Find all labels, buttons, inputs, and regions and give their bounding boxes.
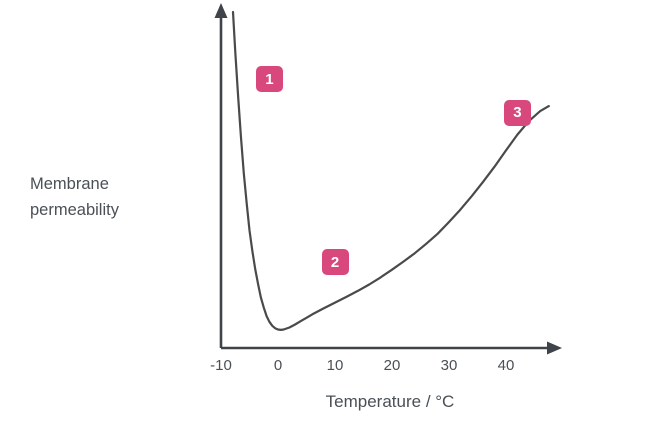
x-tick-label: -10 [210,357,232,374]
x-tick-label: 30 [440,357,458,374]
x-tick-label: 0 [273,357,283,374]
x-tick-label: 20 [383,357,401,374]
annotation-badge-2: 2 [321,249,349,276]
y-axis-label: Membrane permeability [30,175,119,219]
x-tick-label: 10 [326,357,344,374]
x-axis-label: Temperature / °C [325,392,455,411]
annotation-badge-1: 1 [255,66,283,93]
permeability-curve [231,10,550,331]
annotation-badge-3: 3 [503,99,531,126]
y-axis-arrow-icon [214,3,228,18]
x-axis-arrow-icon [547,341,562,355]
x-tick-label: 40 [497,357,515,374]
